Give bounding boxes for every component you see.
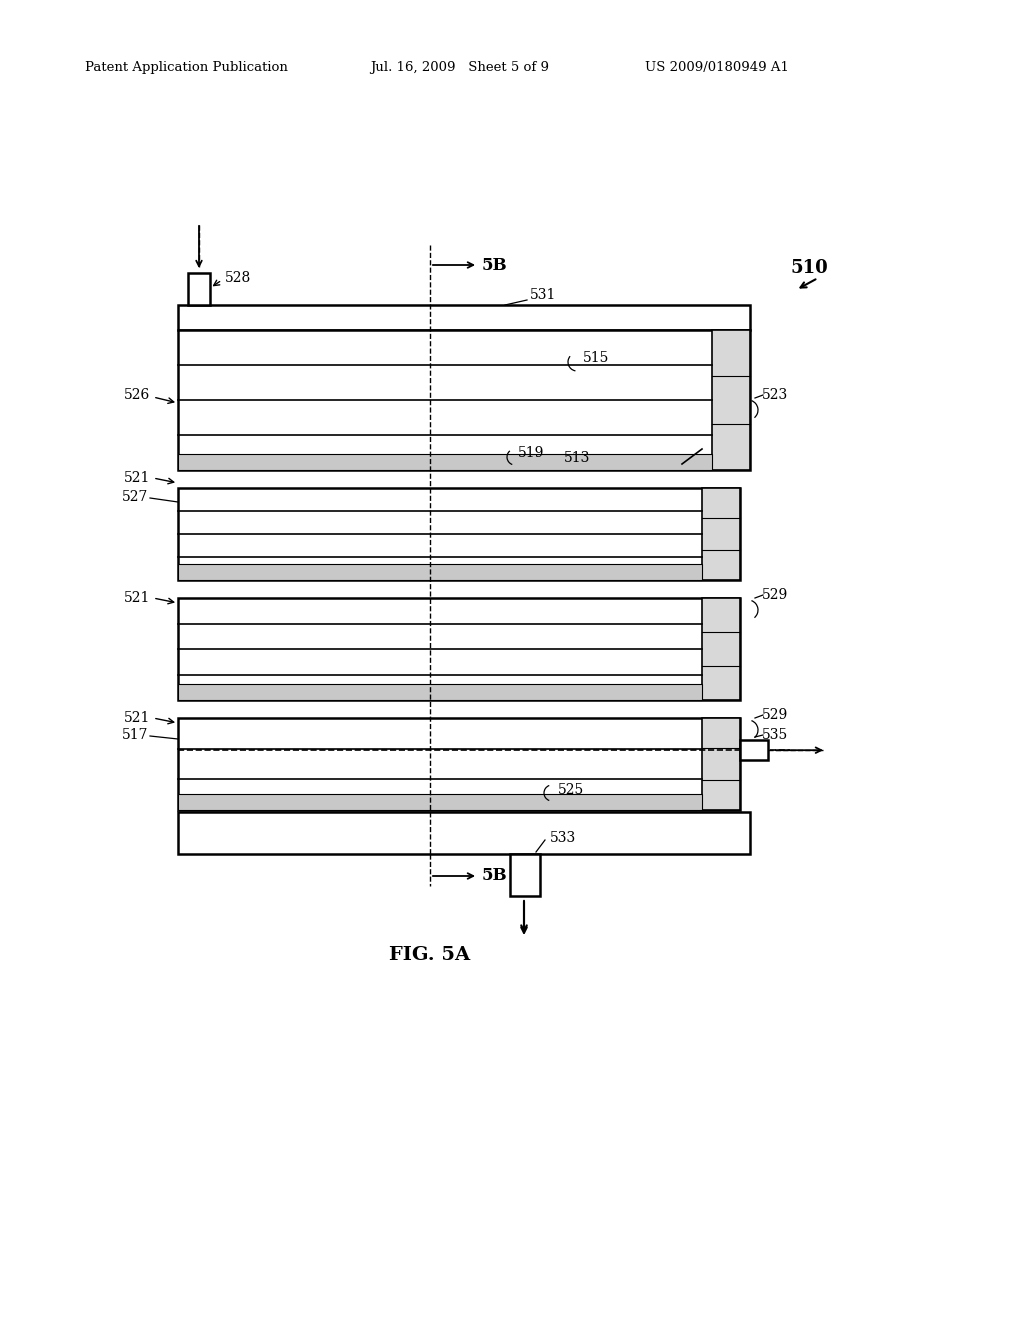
Bar [702,598,740,700]
Bar [178,812,750,854]
Text: 521: 521 [124,711,150,725]
Text: 526: 526 [124,388,150,403]
Text: Jul. 16, 2009   Sheet 5 of 9: Jul. 16, 2009 Sheet 5 of 9 [370,62,549,74]
Bar [188,273,210,305]
Text: 528: 528 [225,271,251,285]
Bar [740,741,768,760]
Text: FIG. 5A: FIG. 5A [389,946,471,964]
Text: 531: 531 [530,288,556,302]
Bar [178,488,740,579]
Bar [178,718,740,810]
Text: 521: 521 [124,471,150,484]
Bar [178,330,750,470]
Text: 529: 529 [762,708,788,722]
Text: 525: 525 [558,783,585,797]
Text: Patent Application Publication: Patent Application Publication [85,62,288,74]
Text: 521: 521 [124,591,150,605]
Text: 515: 515 [583,351,609,366]
Text: 523: 523 [762,388,788,403]
Bar [178,795,702,810]
Text: 533: 533 [550,832,577,845]
Bar [178,454,712,470]
Text: 510: 510 [790,259,827,277]
Bar [510,854,540,896]
Bar [702,488,740,579]
Bar [178,598,740,700]
Text: 513: 513 [564,451,591,465]
Bar [178,564,702,579]
Text: 5B: 5B [482,867,508,884]
Bar [702,718,740,810]
Bar [178,305,750,330]
Text: 5B: 5B [482,256,508,273]
Bar [178,684,702,700]
Text: 535: 535 [762,729,788,742]
Text: 519: 519 [518,446,545,459]
Text: 517: 517 [122,729,148,742]
Text: 529: 529 [762,587,788,602]
Text: US 2009/0180949 A1: US 2009/0180949 A1 [645,62,788,74]
Bar [712,330,750,470]
Text: 527: 527 [122,490,148,504]
